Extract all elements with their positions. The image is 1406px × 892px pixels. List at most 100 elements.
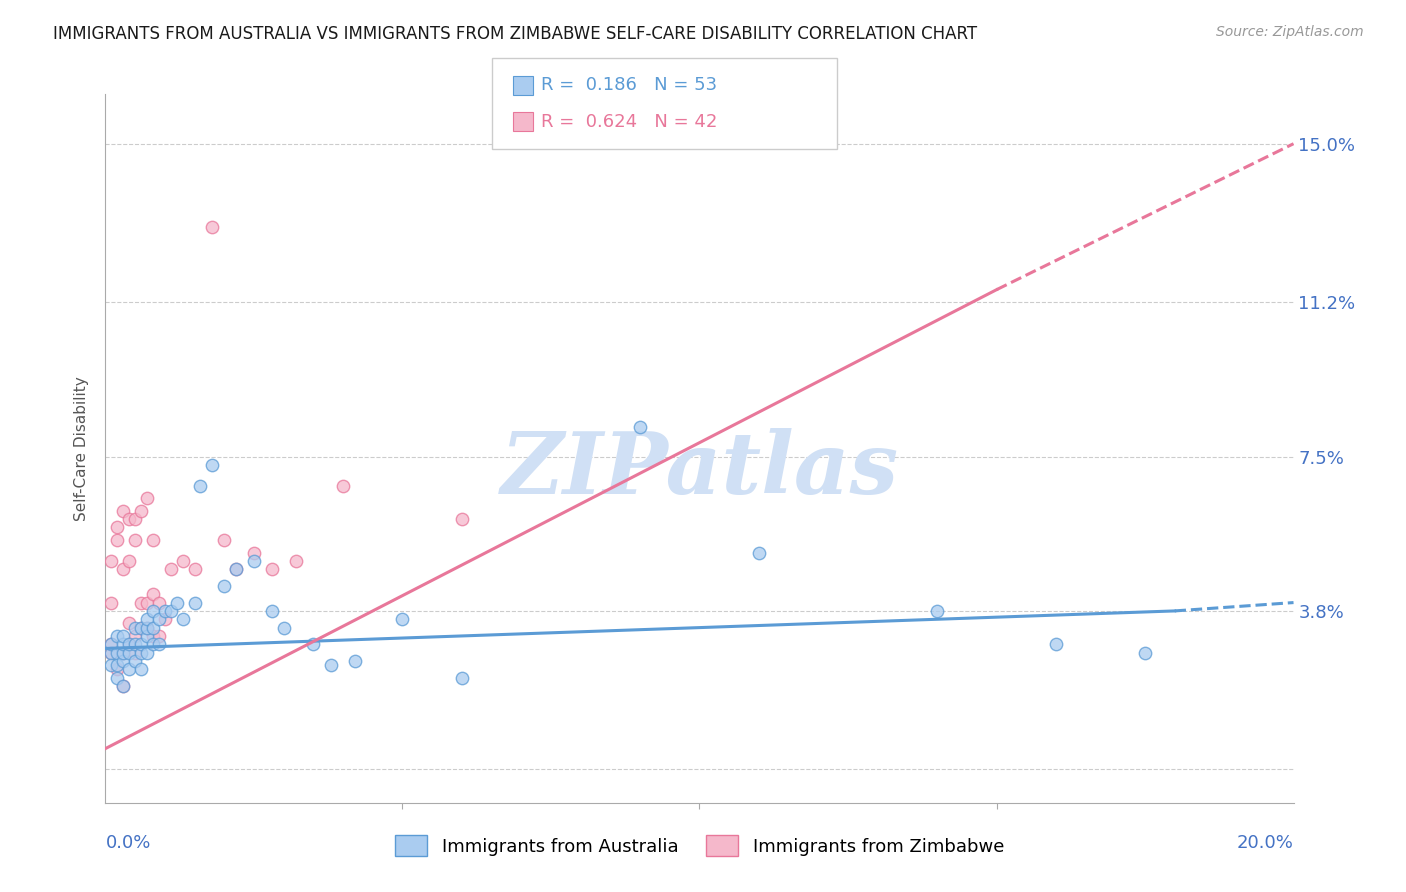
Point — [332, 479, 354, 493]
Point — [201, 458, 224, 472]
Text: IMMIGRANTS FROM AUSTRALIA VS IMMIGRANTS FROM ZIMBABWE SELF-CARE DISABILITY CORRE: IMMIGRANTS FROM AUSTRALIA VS IMMIGRANTS … — [53, 25, 977, 43]
Point — [118, 637, 141, 651]
Text: 0.0%: 0.0% — [105, 834, 150, 852]
Point — [124, 533, 146, 547]
Point — [190, 479, 212, 493]
Point — [302, 637, 325, 651]
Point — [129, 621, 152, 635]
Point — [124, 646, 146, 660]
Point — [214, 579, 236, 593]
Text: R =  0.624   N = 42: R = 0.624 N = 42 — [541, 112, 717, 130]
Point — [136, 621, 159, 635]
Point — [321, 658, 343, 673]
Point — [243, 545, 266, 559]
Point — [214, 533, 236, 547]
Point — [124, 637, 146, 651]
Point — [105, 646, 128, 660]
Point — [124, 654, 146, 668]
Point — [284, 554, 307, 568]
Point — [129, 621, 152, 635]
Point — [129, 596, 152, 610]
Point — [100, 646, 122, 660]
Point — [100, 646, 122, 660]
Point — [136, 612, 159, 626]
Point — [100, 658, 122, 673]
Point — [159, 604, 181, 618]
Point — [148, 637, 170, 651]
Point — [450, 671, 472, 685]
Point — [118, 616, 141, 631]
Point — [159, 562, 181, 576]
Point — [172, 612, 194, 626]
Point — [183, 562, 205, 576]
Point — [148, 612, 170, 626]
Text: ZIPatlas: ZIPatlas — [501, 428, 898, 511]
Point — [343, 654, 366, 668]
Point — [183, 596, 205, 610]
Point — [273, 621, 295, 635]
Point — [129, 646, 152, 660]
Point — [129, 662, 152, 676]
Point — [112, 646, 135, 660]
Point — [142, 533, 165, 547]
Point — [112, 504, 135, 518]
Point — [100, 637, 122, 651]
Point — [172, 554, 194, 568]
Point — [136, 629, 159, 643]
Point — [100, 596, 122, 610]
Point — [105, 658, 128, 673]
Point — [153, 612, 176, 626]
Y-axis label: Self-Care Disability: Self-Care Disability — [75, 376, 90, 521]
Point — [628, 420, 651, 434]
Point — [100, 637, 122, 651]
Point — [748, 545, 770, 559]
Point — [142, 587, 165, 601]
Legend: Immigrants from Australia, Immigrants from Zimbabwe: Immigrants from Australia, Immigrants fr… — [388, 828, 1011, 863]
Point — [100, 554, 122, 568]
Point — [225, 562, 247, 576]
Point — [124, 512, 146, 526]
Point — [112, 679, 135, 693]
Point — [118, 646, 141, 660]
Point — [225, 562, 247, 576]
Point — [129, 504, 152, 518]
Point — [260, 562, 283, 576]
Point — [391, 612, 413, 626]
Point — [136, 596, 159, 610]
Point — [148, 596, 170, 610]
Point — [112, 679, 135, 693]
Point — [105, 520, 128, 534]
Point — [142, 629, 165, 643]
Point — [112, 637, 135, 651]
Point — [124, 621, 146, 635]
Point — [105, 671, 128, 685]
Point — [148, 629, 170, 643]
Point — [136, 646, 159, 660]
Point — [105, 662, 128, 676]
Point — [142, 604, 165, 618]
Point — [142, 621, 165, 635]
Point — [112, 629, 135, 643]
Point — [1045, 637, 1067, 651]
Point — [105, 629, 128, 643]
Point — [129, 637, 152, 651]
Point — [118, 637, 141, 651]
Point — [927, 604, 949, 618]
Point — [124, 629, 146, 643]
Point — [112, 562, 135, 576]
Text: R =  0.186   N = 53: R = 0.186 N = 53 — [541, 77, 717, 95]
Text: 20.0%: 20.0% — [1237, 834, 1294, 852]
Point — [118, 554, 141, 568]
Point — [118, 662, 141, 676]
Point — [105, 533, 128, 547]
Point — [1133, 646, 1156, 660]
Point — [142, 637, 165, 651]
Point — [450, 512, 472, 526]
Point — [136, 621, 159, 635]
Point — [260, 604, 283, 618]
Point — [201, 220, 224, 235]
Point — [166, 596, 188, 610]
Text: Source: ZipAtlas.com: Source: ZipAtlas.com — [1216, 25, 1364, 39]
Point — [136, 491, 159, 506]
Point — [153, 604, 176, 618]
